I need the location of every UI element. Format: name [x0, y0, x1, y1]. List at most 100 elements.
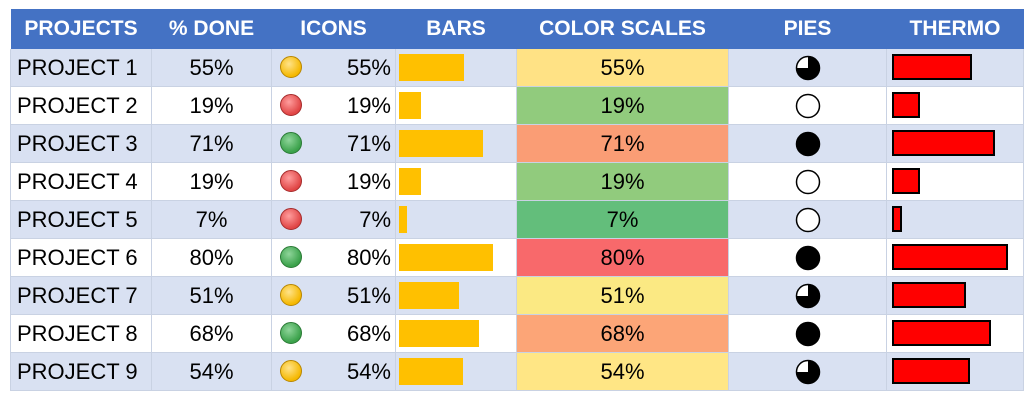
data-bar [399, 320, 479, 347]
percent-done-cell[interactable]: 19% [151, 86, 272, 125]
data-bar [399, 168, 421, 195]
pie-cell[interactable] [728, 238, 887, 277]
thermo-cell[interactable] [886, 314, 1024, 353]
percent-done-cell[interactable]: 80% [151, 238, 272, 277]
thermo-cell[interactable] [886, 49, 1024, 87]
thermo-cell[interactable] [886, 352, 1024, 391]
project-name-cell[interactable]: PROJECT 3 [10, 124, 152, 163]
pie-cell[interactable] [728, 200, 887, 239]
red-circle-icon [280, 170, 302, 192]
icon-cell-value: 51% [346, 282, 391, 308]
color-scale-cell[interactable]: 7% [516, 200, 729, 239]
color-scale-cell[interactable]: 80% [516, 238, 729, 277]
yellow-circle-icon [280, 56, 302, 78]
header-color-scales[interactable]: COLOR SCALES [516, 9, 729, 49]
table-row: PROJECT 8 68% 68% 68% [10, 314, 1024, 353]
icon-cell-value: 55% [346, 54, 391, 80]
header-percent-done[interactable]: % DONE [151, 9, 272, 49]
icon-set-cell[interactable]: 19% [271, 162, 396, 201]
icon-cell-value: 7% [359, 206, 391, 232]
color-scale-cell[interactable]: 55% [516, 49, 729, 87]
pie-cell[interactable] [728, 49, 887, 87]
thermo-bar [892, 54, 972, 80]
thermo-cell[interactable] [886, 276, 1024, 315]
table-row: PROJECT 5 7% 7% 7% [10, 200, 1024, 239]
icon-set-cell[interactable]: 7% [271, 200, 396, 239]
icon-set-cell[interactable]: 80% [271, 238, 396, 277]
data-bar-cell[interactable] [395, 162, 517, 201]
yellow-circle-icon [280, 284, 302, 306]
percent-done-cell[interactable]: 54% [151, 352, 272, 391]
icon-set-cell[interactable]: 71% [271, 124, 396, 163]
percent-done-cell[interactable]: 7% [151, 200, 272, 239]
data-bar-cell[interactable] [395, 200, 517, 239]
header-pies[interactable]: PIES [728, 9, 887, 49]
three-quarter-pie-icon [795, 359, 820, 384]
thermo-cell[interactable] [886, 238, 1024, 277]
project-name-cell[interactable]: PROJECT 1 [10, 49, 152, 87]
pie-cell[interactable] [728, 276, 887, 315]
percent-done-cell[interactable]: 51% [151, 276, 272, 315]
icon-set-cell[interactable]: 19% [271, 86, 396, 125]
data-bar-cell[interactable] [395, 314, 517, 353]
pie-cell[interactable] [728, 162, 887, 201]
table-row: PROJECT 6 80% 80% 80% [10, 238, 1024, 277]
percent-done-cell[interactable]: 55% [151, 49, 272, 87]
color-scale-cell[interactable]: 19% [516, 162, 729, 201]
color-scale-cell[interactable]: 51% [516, 276, 729, 315]
header-projects[interactable]: PROJECTS [10, 9, 152, 49]
data-bar [399, 244, 493, 271]
pie-cell[interactable] [728, 124, 887, 163]
icon-set-cell[interactable]: 51% [271, 276, 396, 315]
thermo-bar [892, 244, 1008, 270]
project-name-cell[interactable]: PROJECT 6 [10, 238, 152, 277]
percent-done-cell[interactable]: 71% [151, 124, 272, 163]
icon-set-cell[interactable]: 54% [271, 352, 396, 391]
thermo-cell[interactable] [886, 200, 1024, 239]
project-name-cell[interactable]: PROJECT 9 [10, 352, 152, 391]
data-bar [399, 282, 459, 309]
color-scale-cell[interactable]: 19% [516, 86, 729, 125]
icon-set-cell[interactable]: 68% [271, 314, 396, 353]
data-bar-cell[interactable] [395, 86, 517, 125]
project-name-cell[interactable]: PROJECT 8 [10, 314, 152, 353]
project-progress-table: PROJECTS % DONE ICONS BARS COLOR SCALES … [10, 9, 1024, 391]
header-thermo[interactable]: THERMO [886, 9, 1024, 49]
data-bar-cell[interactable] [395, 49, 517, 87]
data-bar [399, 54, 464, 81]
percent-done-cell[interactable]: 19% [151, 162, 272, 201]
green-circle-icon [280, 246, 302, 268]
data-bar-cell[interactable] [395, 276, 517, 315]
project-name-cell[interactable]: PROJECT 7 [10, 276, 152, 315]
thermo-bar [892, 282, 966, 308]
thermo-cell[interactable] [886, 86, 1024, 125]
project-name-cell[interactable]: PROJECT 5 [10, 200, 152, 239]
data-bar-cell[interactable] [395, 352, 517, 391]
icon-set-cell[interactable]: 55% [271, 49, 396, 87]
color-scale-cell[interactable]: 71% [516, 124, 729, 163]
pie-cell[interactable] [728, 352, 887, 391]
header-icons[interactable]: ICONS [271, 9, 396, 49]
icon-cell-value: 68% [346, 320, 391, 346]
data-bar-cell[interactable] [395, 238, 517, 277]
color-scale-cell[interactable]: 54% [516, 352, 729, 391]
pie-cell[interactable] [728, 314, 887, 353]
data-bar [399, 358, 463, 385]
color-scale-cell[interactable]: 68% [516, 314, 729, 353]
full-pie-icon [795, 321, 820, 346]
icon-cell-value: 71% [346, 130, 391, 156]
project-name-cell[interactable]: PROJECT 4 [10, 162, 152, 201]
icon-cell-value: 54% [346, 358, 391, 384]
data-bar [399, 206, 407, 233]
thermo-cell[interactable] [886, 124, 1024, 163]
percent-done-cell[interactable]: 68% [151, 314, 272, 353]
thermo-cell[interactable] [886, 162, 1024, 201]
full-pie-icon [795, 245, 820, 270]
data-bar-cell[interactable] [395, 124, 517, 163]
data-bar [399, 92, 421, 119]
header-bars[interactable]: BARS [395, 9, 517, 49]
icon-cell-value: 19% [346, 168, 391, 194]
project-name-cell[interactable]: PROJECT 2 [10, 86, 152, 125]
table-row: PROJECT 4 19% 19% 19% [10, 162, 1024, 201]
pie-cell[interactable] [728, 86, 887, 125]
